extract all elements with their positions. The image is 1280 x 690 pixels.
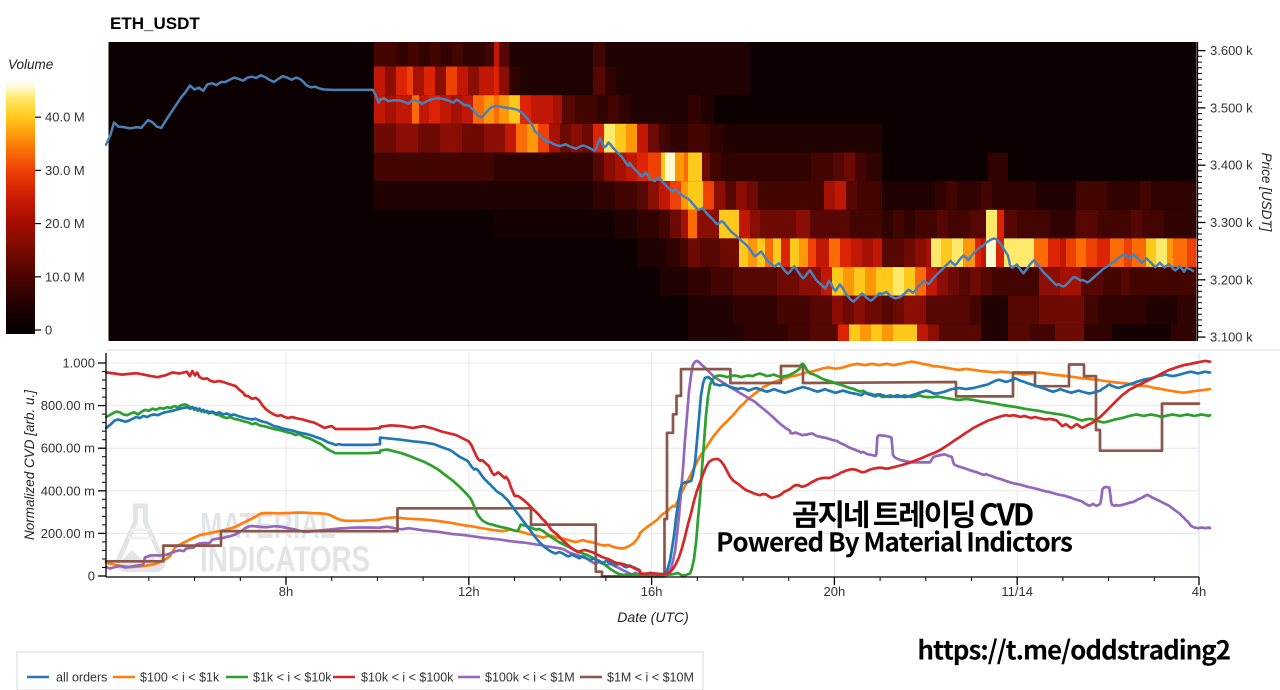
svg-text:4h: 4h (1192, 584, 1206, 599)
svg-text:11/14: 11/14 (1001, 584, 1033, 599)
svg-text:3.200 k: 3.200 k (1210, 272, 1253, 287)
svg-text:3.100 k: 3.100 k (1210, 330, 1253, 345)
svg-text:$1M < i < $10M: $1M < i < $10M (607, 671, 694, 685)
svg-text:$10k < i < $100k: $10k < i < $100k (361, 671, 454, 685)
svg-text:16h: 16h (641, 584, 663, 599)
svg-text:30.0 M: 30.0 M (45, 163, 85, 178)
svg-text:3.500 k: 3.500 k (1210, 100, 1253, 115)
svg-text:3.400 k: 3.400 k (1210, 158, 1253, 173)
svg-text:Volume: Volume (8, 57, 53, 72)
svg-text:Date (UTC): Date (UTC) (617, 609, 689, 625)
svg-text:12h: 12h (458, 584, 480, 599)
svg-text:0: 0 (88, 569, 95, 584)
svg-text:600.00 m: 600.00 m (41, 441, 95, 456)
svg-text:Price [USDT]: Price [USDT] (1259, 153, 1274, 233)
svg-text:20h: 20h (824, 584, 846, 599)
svg-text:3.300 k: 3.300 k (1210, 215, 1253, 230)
svg-text:0: 0 (45, 323, 52, 338)
svg-text:$100 < i < $1k: $100 < i < $1k (140, 671, 220, 685)
svg-text:800.00 m: 800.00 m (41, 398, 95, 413)
svg-text:all orders: all orders (56, 671, 107, 685)
svg-text:10.0 M: 10.0 M (45, 269, 85, 284)
svg-text:200.00 m: 200.00 m (41, 526, 95, 541)
svg-text:$1k < i < $10k: $1k < i < $10k (253, 671, 332, 685)
svg-text:$100k < i < $1M: $100k < i < $1M (485, 671, 575, 685)
svg-text:8h: 8h (279, 584, 293, 599)
svg-text:3.600 k: 3.600 k (1210, 43, 1253, 58)
svg-text:INDICATORS: INDICATORS (200, 539, 370, 580)
svg-text:40.0 M: 40.0 M (45, 110, 85, 125)
svg-text:1.000: 1.000 (62, 356, 95, 371)
svg-text:20.0 M: 20.0 M (45, 216, 85, 231)
svg-text:400.00 m: 400.00 m (41, 483, 95, 498)
svg-text:Normalized CVD [arb. u.]: Normalized CVD [arb. u.] (22, 389, 37, 540)
svg-text:ETH_USDT: ETH_USDT (110, 14, 200, 33)
